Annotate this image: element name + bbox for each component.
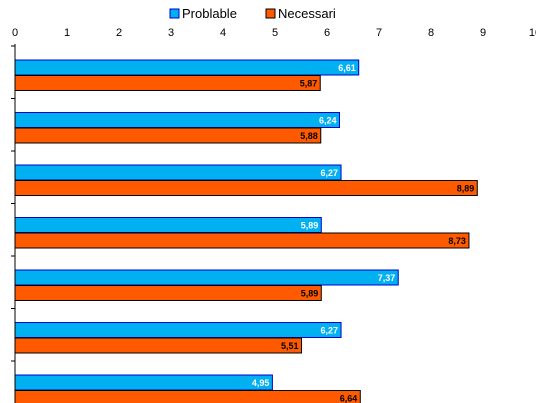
bar-necessari [14,127,322,144]
x-tick-label: 5 [272,27,278,39]
bar-value-label: 6,24 [319,116,337,126]
bar-necessari [14,75,321,91]
bars [14,59,478,403]
bar-value-label: 5,87 [300,79,318,89]
x-tick-label: 4 [220,27,226,39]
bar-value-label: 5,89 [301,221,319,231]
legend-swatch-problable [169,8,180,19]
legend-swatch-necessari [265,8,276,19]
bar-value-label: 4,95 [252,378,270,388]
x-tick-label: 9 [480,27,486,39]
value-labels: 6,61 5,87 6,245,88 6,27 8,89 5,89 8,73 7,37 5,89… [252,63,474,403]
x-tick-label: 7 [376,27,382,39]
bar-necessari [14,180,478,196]
bar-value-label: 8,89 [457,184,475,194]
x-tick-label: 6 [324,27,330,39]
bar-value-label: 6,61 [338,63,356,73]
x-tick-label: 3 [168,27,174,39]
bar-value-label: 5,88 [300,131,318,141]
bar-problable [14,164,342,181]
y-axis [11,44,16,403]
bar-value-label: 5,51 [281,341,299,351]
bar-problable [14,112,340,128]
bar-necessari [14,285,322,301]
bar-problable [14,269,399,286]
bar-necessari [14,232,470,249]
bar-problable [14,59,360,76]
bar-value-label: 6,27 [321,326,339,336]
legend-label-necessari: Necessari [278,6,336,21]
bar-necessari [14,390,361,403]
legend-label-problable: Problable [182,6,237,21]
bar-problable [14,217,322,233]
bar-value-label: 6,27 [321,168,339,178]
bar-value-label: 5,89 [301,289,319,299]
x-tick-label: 10 [529,27,536,39]
bar-value-label: 7,37 [378,273,396,283]
bar-problable [14,322,342,338]
x-tick-label: 1 [64,27,70,39]
x-tick-label: 0 [12,27,18,39]
bar-value-label: 6,64 [340,394,358,403]
x-tick-label: 8 [428,27,434,39]
legend: Problable Necessari [169,6,336,21]
bar-necessari [14,337,303,354]
bar-problable [14,374,273,391]
x-axis-tick-labels: 0 1 2 3 4 5 6 7 8 9 10 [12,27,536,39]
x-tick-label: 2 [116,27,122,39]
bar-value-label: 8,73 [448,236,466,246]
